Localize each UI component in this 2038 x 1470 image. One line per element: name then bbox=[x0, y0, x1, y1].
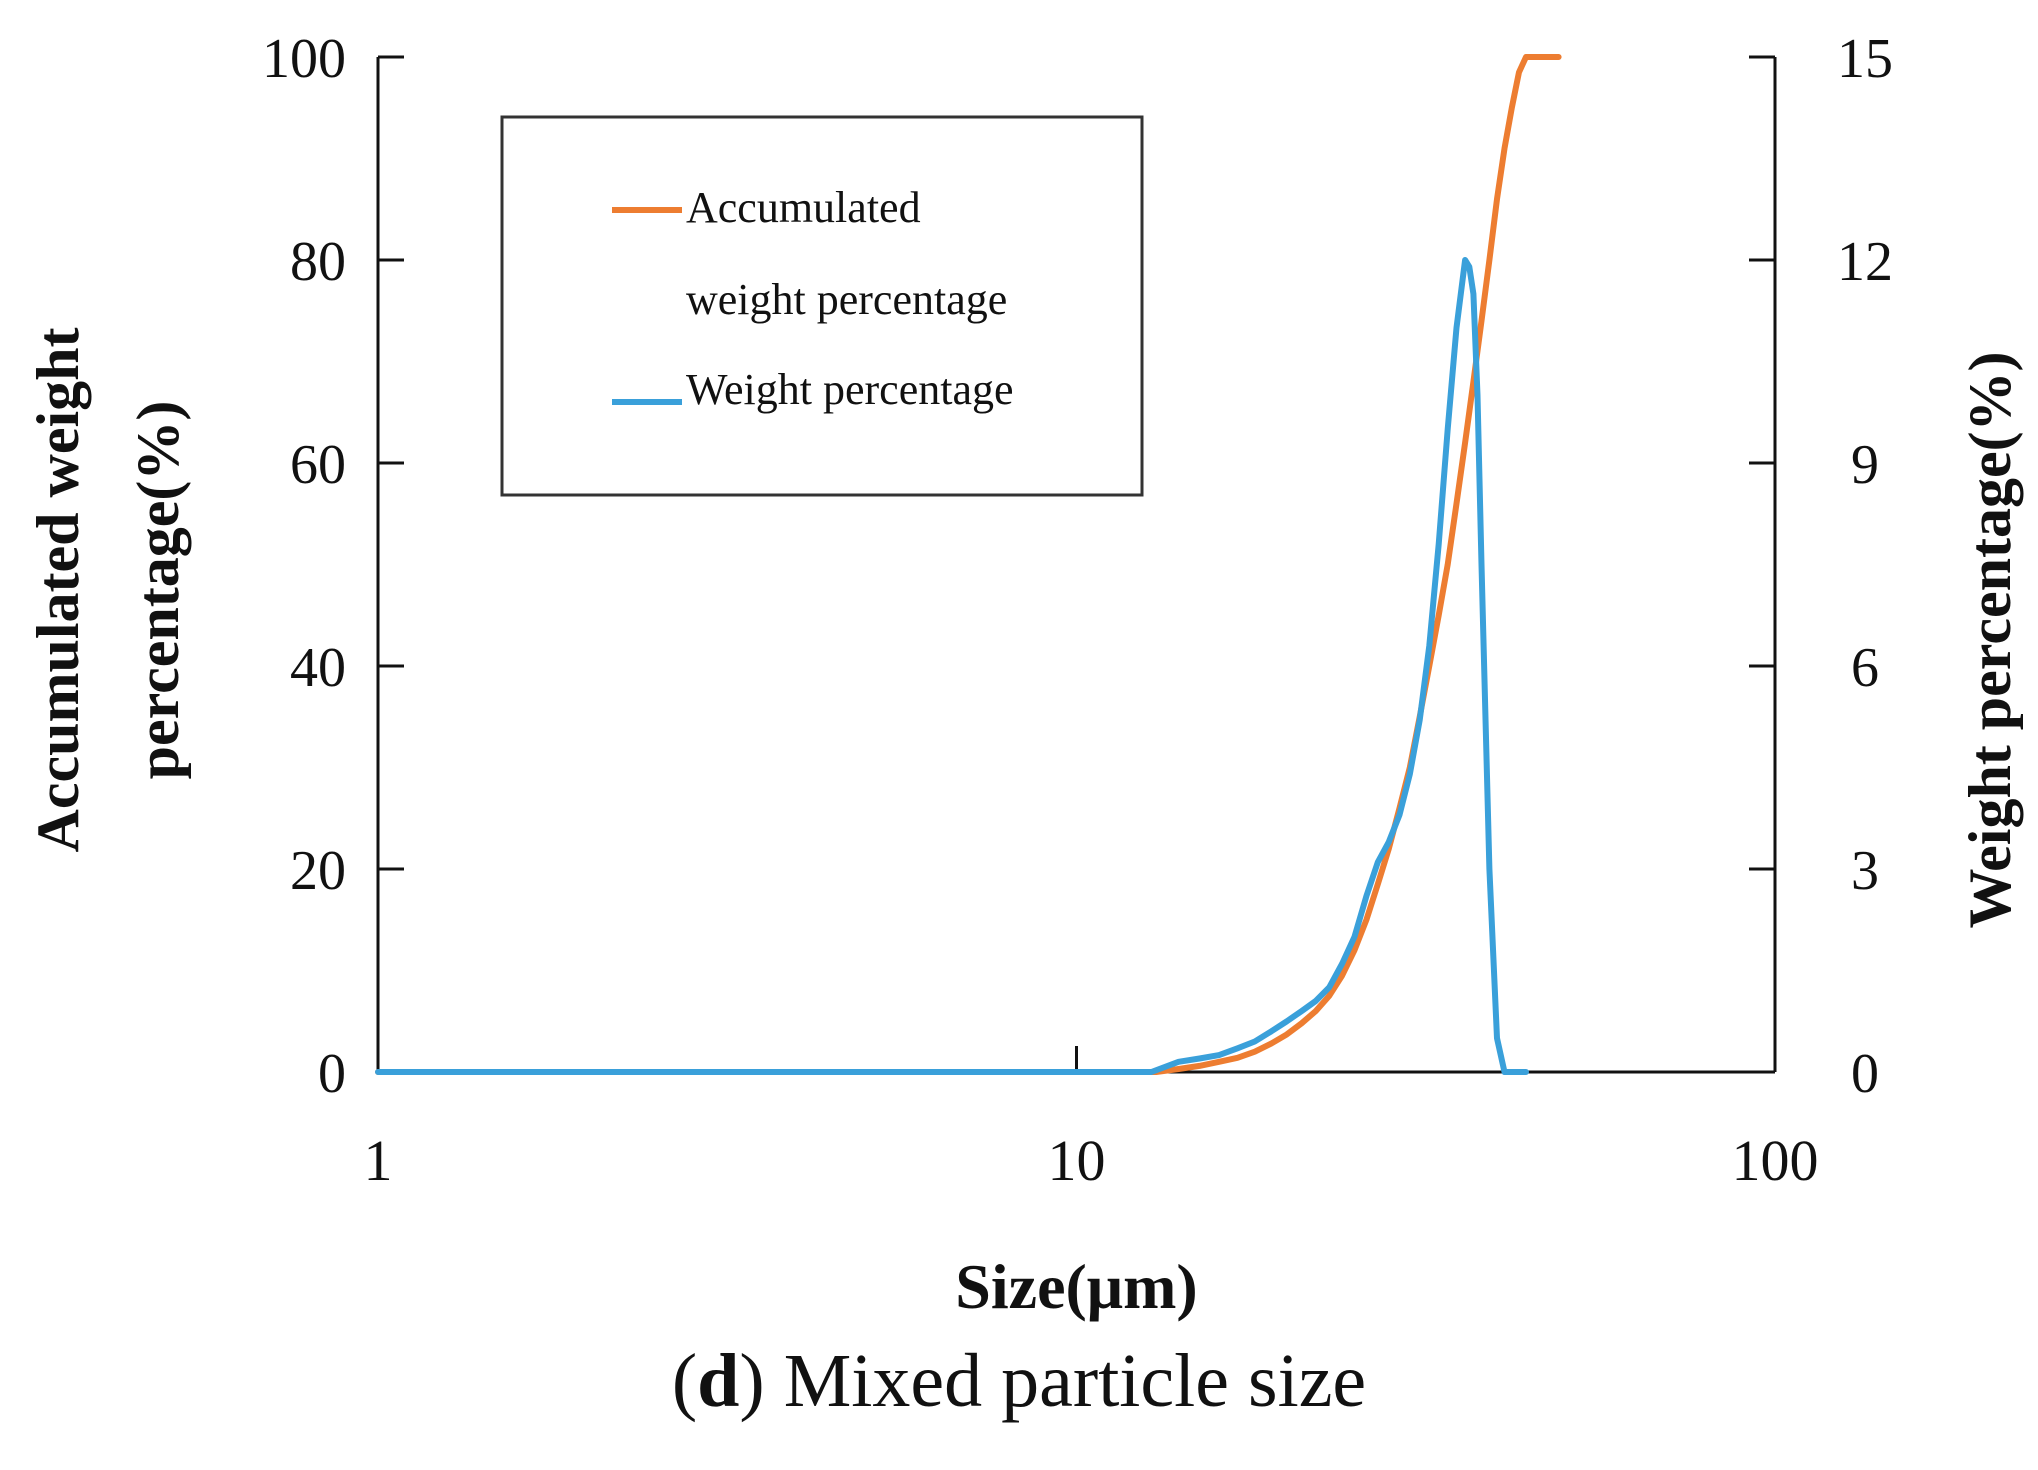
y-axis-title-left: Accumulated weight percentage(%) bbox=[25, 328, 191, 853]
x-tick-label: 10 bbox=[1048, 1128, 1106, 1193]
y-tick-label-left: 80 bbox=[290, 231, 346, 293]
y-tick-label-right: 9 bbox=[1851, 434, 1879, 496]
y-tick-label-right: 0 bbox=[1851, 1043, 1879, 1105]
x-axis-title: Size(μm) bbox=[955, 1251, 1197, 1322]
series-line-accumulated bbox=[375, 54, 1562, 1075]
legend-label-accumulated-line2: weight percentage bbox=[686, 275, 1007, 324]
legend-label-accumulated-line1: Accumulated bbox=[686, 183, 921, 232]
y-tick-label-left: 60 bbox=[290, 434, 346, 496]
legend: Accumulated weight percentage Weight perce… bbox=[500, 115, 1144, 497]
legend-label-weight: Weight percentage bbox=[686, 365, 1014, 414]
y-tick-label-left: 100 bbox=[262, 28, 346, 90]
y-axis-title-right: Weight percentage(%) bbox=[1957, 351, 2023, 928]
series-line-weight bbox=[375, 257, 1529, 1075]
axis-labels: Size(μm) Accumulated weight percentage(%) W… bbox=[25, 328, 2023, 1322]
axes: 0 20 40 60 80 100 0 3 6 9 12 15 1 10 100 bbox=[262, 28, 1893, 1193]
x-tick-label: 100 bbox=[1732, 1128, 1819, 1193]
legend-box bbox=[500, 115, 1144, 497]
caption-text: ) Mixed particle size bbox=[739, 1339, 1367, 1423]
y-tick-label-left: 0 bbox=[318, 1043, 346, 1105]
caption-label: d bbox=[697, 1339, 740, 1423]
figure-caption: (d) Mixed particle size bbox=[0, 1338, 2038, 1425]
y-tick-label-right: 12 bbox=[1837, 231, 1893, 293]
y-tick-label-right: 3 bbox=[1851, 840, 1879, 902]
y-tick-label-left: 20 bbox=[290, 840, 346, 902]
caption-open-paren: ( bbox=[671, 1339, 698, 1423]
y-tick-label-left: 40 bbox=[290, 637, 346, 699]
y-axis-title-left-line2: percentage(%) bbox=[125, 401, 191, 780]
x-tick-label: 1 bbox=[364, 1128, 393, 1193]
series-layer bbox=[375, 54, 1562, 1075]
y-tick-label-right: 6 bbox=[1851, 637, 1879, 699]
y-axis-title-right-text: Weight percentage(%) bbox=[1957, 351, 2023, 928]
y-tick-label-right: 15 bbox=[1837, 28, 1893, 90]
y-axis-title-left-line1: Accumulated weight bbox=[25, 328, 91, 853]
